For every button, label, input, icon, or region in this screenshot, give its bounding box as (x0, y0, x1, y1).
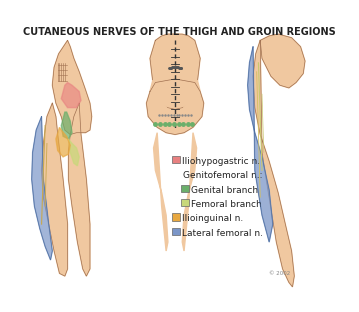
FancyBboxPatch shape (181, 185, 188, 192)
Polygon shape (146, 79, 204, 134)
Polygon shape (69, 139, 79, 166)
Polygon shape (52, 41, 92, 134)
Polygon shape (42, 103, 67, 276)
Polygon shape (61, 112, 72, 139)
Text: Lateral femoral n.: Lateral femoral n. (182, 229, 263, 237)
Polygon shape (150, 34, 200, 110)
Text: © 2002: © 2002 (269, 271, 290, 276)
FancyBboxPatch shape (172, 156, 180, 163)
Polygon shape (150, 81, 200, 108)
Text: Ilioinguinal n.: Ilioinguinal n. (182, 214, 243, 223)
Polygon shape (154, 133, 168, 251)
Text: Femoral branch: Femoral branch (191, 200, 262, 209)
Polygon shape (253, 41, 294, 287)
Polygon shape (260, 34, 305, 88)
Polygon shape (61, 82, 81, 108)
Text: Genital branch: Genital branch (191, 186, 258, 195)
FancyBboxPatch shape (172, 213, 180, 221)
Polygon shape (69, 103, 90, 276)
Polygon shape (248, 47, 273, 242)
Text: Iliohypogastric n.: Iliohypogastric n. (182, 157, 260, 166)
FancyBboxPatch shape (181, 199, 188, 206)
Text: Genitofemoral n.:: Genitofemoral n.: (183, 171, 263, 180)
Polygon shape (182, 133, 197, 251)
Text: CUTANEOUS NERVES OF THE THIGH AND GROIN REGIONS: CUTANEOUS NERVES OF THE THIGH AND GROIN … (23, 27, 336, 37)
FancyBboxPatch shape (172, 228, 180, 235)
Polygon shape (56, 127, 70, 157)
Polygon shape (32, 117, 52, 260)
